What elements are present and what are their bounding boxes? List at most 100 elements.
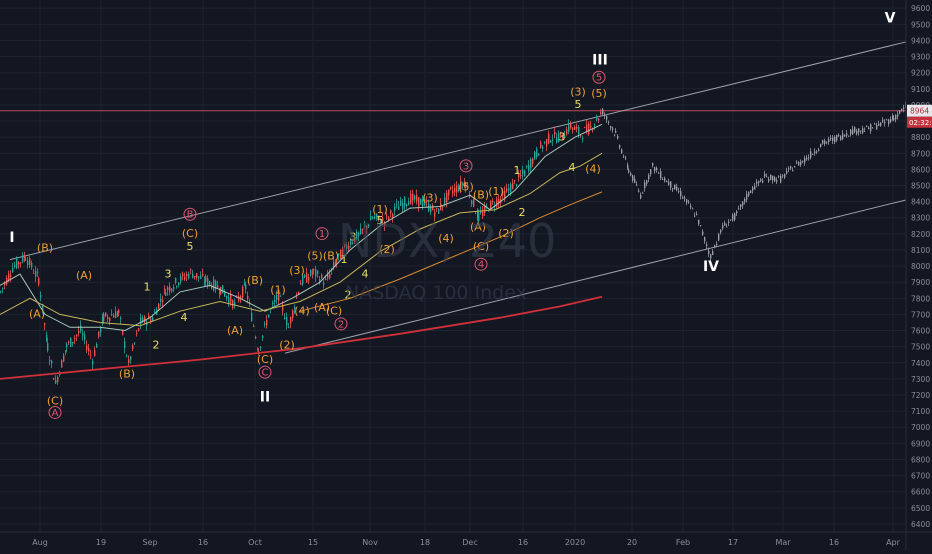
price-candle-body: [544, 141, 546, 143]
x-tick-label: 15: [308, 538, 318, 547]
price-candle-body: [42, 303, 44, 312]
projection-candle-body: [776, 180, 778, 182]
projection-candle-body: [758, 180, 760, 183]
price-candle-body: [475, 213, 477, 214]
price-candle-body: [92, 361, 94, 365]
wave-label: V: [885, 11, 896, 27]
price-candle-body: [321, 274, 323, 279]
price-candle-body: [562, 138, 564, 140]
price-candle-body: [458, 188, 460, 191]
x-tick-label: 16: [829, 538, 839, 547]
wave-label-circle: [459, 159, 473, 173]
y-tick-label: 8200: [911, 230, 930, 239]
price-candle-body: [336, 261, 338, 263]
price-candle-body: [142, 317, 144, 323]
price-candle-body: [434, 212, 436, 217]
price-candle-body: [72, 341, 74, 344]
wave-label: (C): [326, 304, 342, 317]
projection-candle-body: [780, 175, 782, 183]
projection-candle-body: [854, 127, 856, 132]
projection-candle-body: [880, 122, 882, 126]
projection-candle-body: [750, 190, 752, 193]
x-tick-label: Nov: [362, 538, 378, 547]
price-candle-body: [568, 123, 570, 132]
price-candle-body: [217, 285, 219, 289]
last-price-label: 8964: [910, 107, 929, 116]
price-candle-body: [292, 310, 294, 318]
price-candle-body: [436, 208, 438, 210]
price-candle-body: [224, 292, 226, 297]
price-candle-body: [98, 331, 100, 337]
price-candle-body: [442, 206, 444, 208]
price-candle-body: [532, 158, 534, 164]
wave-label: 3: [350, 230, 357, 243]
wave-label: III: [592, 53, 608, 69]
projection-candle-body: [688, 201, 690, 203]
price-candle-body: [2, 287, 4, 289]
wave-label: (A): [227, 324, 243, 337]
price-candle-body: [61, 360, 63, 368]
price-candle-body: [70, 337, 72, 347]
price-candle-body: [16, 258, 18, 268]
price-candle-body: [460, 180, 462, 189]
projection-candle-body: [778, 175, 780, 177]
x-tick-label: 19: [96, 538, 106, 547]
projection-candle-body: [782, 175, 784, 177]
projection-candle-body: [838, 134, 840, 136]
price-candle-body: [362, 228, 364, 230]
price-candle-body: [586, 124, 588, 132]
lower-channel-line: [284, 199, 907, 354]
wave-label: (A): [29, 308, 45, 321]
projection-candle-body: [826, 141, 828, 143]
price-candle-body: [327, 274, 329, 279]
price-candle-body: [278, 289, 280, 301]
projection-candle-body: [742, 201, 744, 206]
wave-label: IV: [703, 259, 719, 275]
y-tick-label: 6700: [911, 472, 930, 481]
price-candle-body: [366, 225, 368, 229]
price-candle-body: [78, 331, 80, 333]
projection-candle-body: [612, 128, 614, 130]
price-candle-body: [484, 205, 486, 213]
price-candle-body: [406, 204, 408, 206]
projection-candle-body: [766, 176, 768, 178]
projection-candle-body: [644, 182, 646, 189]
x-tick-label: Apr: [886, 538, 901, 547]
price-candle-body: [219, 292, 221, 294]
wave-label: (2): [279, 338, 295, 351]
price-candle-body: [211, 285, 213, 289]
x-tick-label: Dec: [462, 538, 477, 547]
projection-candle-body: [724, 222, 726, 226]
price-candle-body: [477, 210, 479, 219]
projection-candle-body: [670, 181, 672, 188]
price-candle-body: [24, 256, 26, 259]
projection-candle-body: [842, 133, 844, 139]
y-tick-label: 7400: [911, 359, 930, 368]
wave-label: (C): [47, 395, 63, 408]
price-candle-body: [51, 361, 53, 364]
price-candle-body: [182, 273, 184, 277]
projection-candle-body: [874, 123, 876, 125]
projection-candle-body: [602, 109, 604, 115]
price-candle-body: [464, 182, 466, 188]
price-candle-body: [53, 378, 55, 380]
projection-candle-body: [614, 134, 616, 136]
projection-candle-body: [666, 181, 668, 183]
price-candle-body: [506, 188, 508, 192]
projection-candle-body: [812, 154, 814, 155]
price-candle-body: [165, 292, 167, 296]
price-candle-body: [126, 355, 128, 357]
price-candle-body: [498, 198, 500, 204]
price-candle-body: [471, 200, 473, 205]
projection-candle-body: [860, 130, 862, 132]
price-candle-body: [63, 355, 65, 362]
time-axis[interactable]: Aug 19 Sep 16 Oct 15 Nov 18 Dec 16 2020 20 Feb 17 Mar 1…: [0, 531, 932, 547]
wave-label: I: [9, 230, 14, 246]
wave-label: (B): [247, 274, 263, 287]
y-tick-label: 8500: [911, 182, 930, 191]
projection-candle-body: [901, 108, 903, 111]
projection-candle-body: [664, 178, 666, 181]
price-candle-body: [46, 334, 48, 340]
price-candle-body: [340, 249, 342, 259]
